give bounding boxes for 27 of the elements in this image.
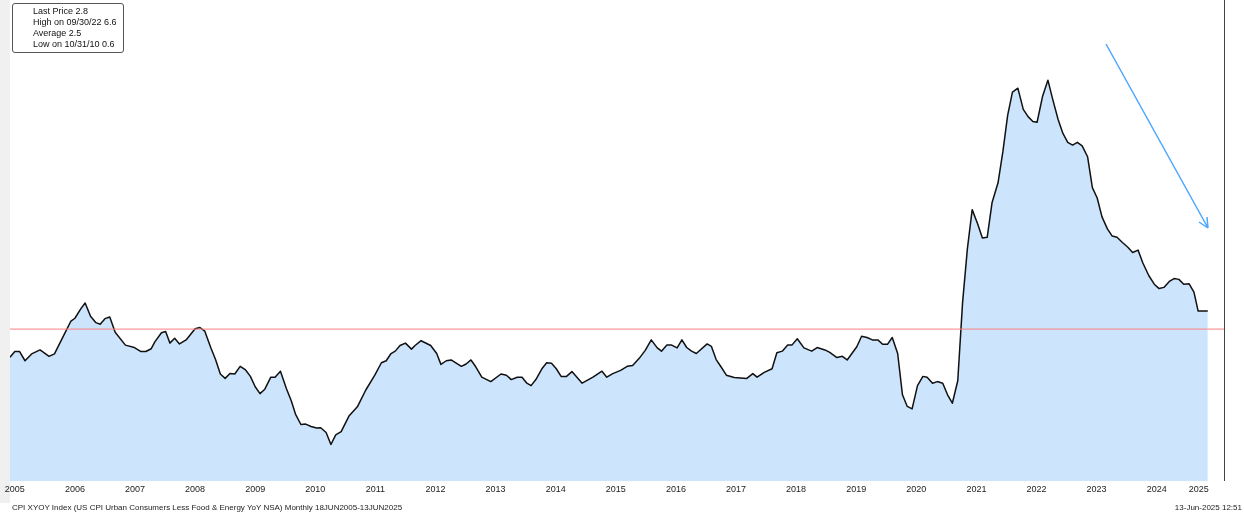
x-tick-label: 2007 xyxy=(124,483,146,494)
x-tick-label: 2017 xyxy=(725,483,747,494)
x-tick-label: 2012 xyxy=(425,483,446,494)
text: High on 09/30/22 6.6 xyxy=(33,17,117,28)
x-tick-label: 2013 xyxy=(485,483,506,494)
x-tick-label: 2024 xyxy=(1146,483,1167,494)
x-tick-label: 2005 xyxy=(4,483,25,494)
x-tick-label: 2025 xyxy=(1188,483,1209,494)
x-tick-label: 2021 xyxy=(966,483,987,494)
text: Last Price 2.8 xyxy=(33,6,90,17)
x-tick-label: 2019 xyxy=(846,483,867,494)
text: Average 2.5 xyxy=(33,28,83,39)
text: Low on 10/31/10 0.6 xyxy=(33,39,116,50)
x-tick-label: 2023 xyxy=(1086,483,1107,494)
text: 13-Jun-2025 12:51 xyxy=(1174,503,1242,512)
x-tick-label: 2011 xyxy=(365,483,386,494)
x-tick-label: 2008 xyxy=(185,483,206,494)
x-tick-label: 2022 xyxy=(1026,483,1047,494)
x-tick-label: 2010 xyxy=(305,483,326,494)
x-tick-label: 2014 xyxy=(545,483,566,494)
x-tick-label: 2018 xyxy=(786,483,807,494)
text: CPI XYOY Index (US CPI Urban Consumers Less Food & Energy YoY NSA) Monthly 18JUN2005-13JUN2025 xyxy=(12,503,403,512)
x-tick-label: 2006 xyxy=(64,483,85,494)
x-tick-label: 2009 xyxy=(245,483,266,494)
x-tick-label: 2016 xyxy=(665,483,686,494)
x-tick-label: 2020 xyxy=(906,483,927,494)
x-tick-label: 2015 xyxy=(605,483,626,494)
